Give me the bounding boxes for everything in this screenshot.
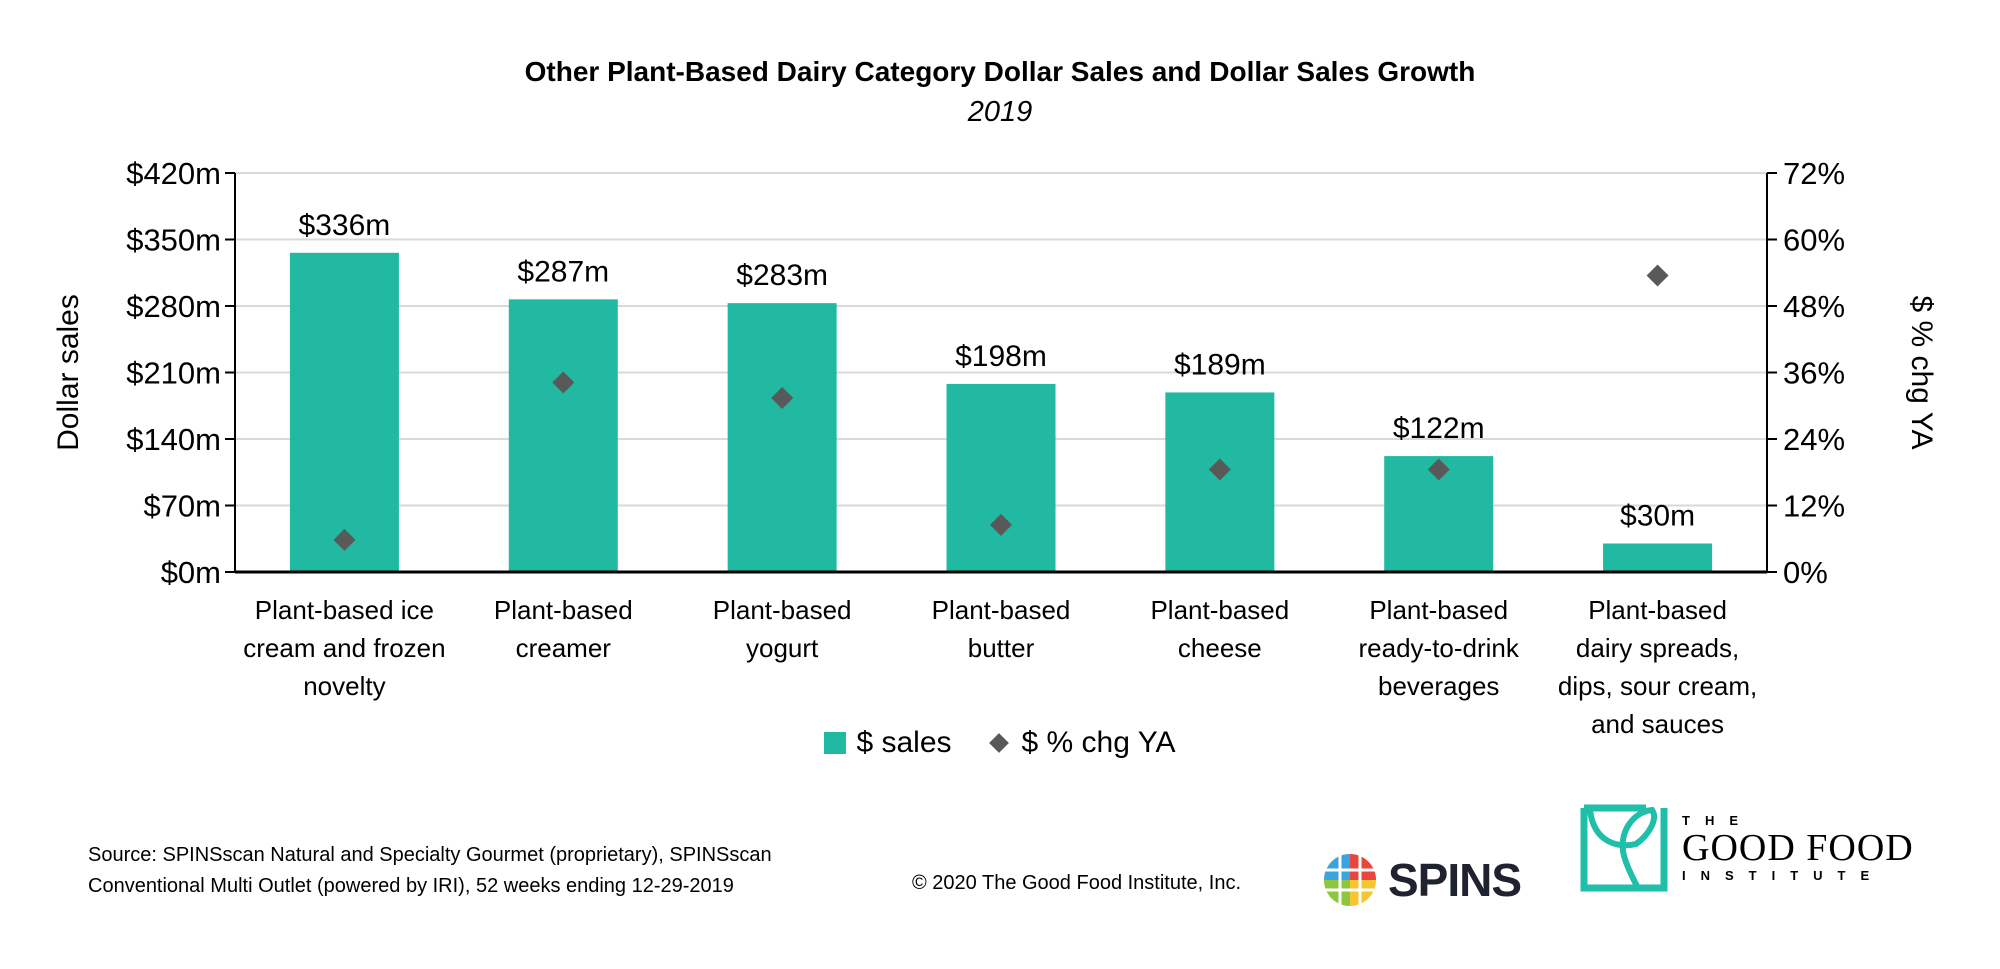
bar-data-label: $287m [517,255,609,288]
legend-item-sales: $ sales [824,726,952,760]
x-tick-label: Plant-based [1588,595,1727,625]
growth-point [1427,458,1450,481]
y-tick-label: $210m [126,356,221,391]
bar [727,303,837,572]
gfi-institute: INSTITUTE [1682,868,1885,883]
x-tick-label: dairy spreads, [1576,633,1739,663]
legend-swatch-bar [824,732,847,754]
chart-title: Other Plant-Based Dairy Category Dollar … [524,56,1476,87]
y2-tick-label: 0% [1783,555,1828,590]
chart-subtitle: 2019 [967,96,1033,128]
x-tick-label: Plant-based [1369,595,1508,625]
bar [946,383,1056,572]
legend-label: $ sales [856,726,952,759]
x-tick-label: Plant-based [932,595,1071,625]
y2-tick-label: 48% [1783,289,1845,324]
y-tick-label: $140m [126,422,221,457]
x-tick-label: novelty [303,671,385,701]
x-tick-label: cheese [1178,633,1262,663]
y2-tick-label: 72% [1783,156,1845,191]
y-tick-label: $280m [126,289,221,324]
x-tick-label: dips, sour cream, [1558,671,1757,701]
bar-data-label: $283m [736,259,828,292]
copyright: © 2020 The Good Food Institute, Inc. [912,872,1242,894]
bar-data-label: $30m [1620,500,1695,533]
spins-wordmark: SPINS [1388,854,1522,906]
legend: $ sales $ % chg YA [0,726,2000,760]
legend-diamond-icon [988,733,1009,753]
x-tick-label: ready-to-drink [1359,633,1520,663]
spins-logo: SPINS [1320,850,1522,910]
y-tick-label: $420m [126,156,221,191]
y-tick-label: $0m [161,555,221,590]
x-tick-label: and sauces [1591,709,1724,739]
y2-axis-label: $ % chg YA [1905,296,1938,450]
x-tick-label: Plant-based [1150,595,1289,625]
source-line: Source: SPINSscan Natural and Specialty … [88,844,772,866]
legend-label: $ % chg YA [1021,726,1176,759]
y-axis-label: Dollar sales [52,294,85,451]
bar [1165,392,1275,572]
x-tick-label: creamer [516,633,612,663]
x-tick-label: Plant-based ice [255,595,434,625]
legend-item-growth: $ % chg YA [988,726,1176,760]
y2-tick-label: 60% [1783,223,1845,258]
bar [289,252,399,573]
bar [508,299,618,572]
growth-point [1208,458,1231,481]
bar-data-label: $189m [1174,348,1266,381]
growth-point [552,371,575,394]
y2-tick-label: 36% [1783,356,1845,391]
growth-point [333,528,356,551]
x-tick-label: Plant-based [713,595,852,625]
source-line: Conventional Multi Outlet (powered by IR… [88,875,734,897]
y2-tick-label: 12% [1783,489,1845,524]
x-tick-label: cream and frozen [243,633,445,663]
growth-point [1646,264,1669,287]
gfi-the: THE [1682,813,1753,828]
x-tick-label: butter [968,633,1035,663]
gfi-good-food: GOOD FOOD [1682,827,1914,869]
bar-data-label: $336m [299,209,391,242]
bar [1603,543,1713,572]
spins-globe-icon [1320,850,1380,910]
x-tick-label: yogurt [746,633,819,663]
gfi-leaf-icon [1580,804,1668,892]
growth-point [990,513,1012,536]
growth-point [771,386,794,409]
bar-data-label: $122m [1393,412,1485,445]
x-tick-label: Plant-based [494,595,633,625]
bar-data-label: $198m [955,340,1047,373]
source-note: Source: SPINSscan Natural and Specialty … [88,840,772,902]
y2-tick-label: 24% [1783,422,1845,457]
y-tick-label: $350m [126,223,221,258]
y-tick-label: $70m [143,489,221,524]
x-tick-label: beverages [1378,671,1499,701]
gfi-logo: THE GOOD FOOD INSTITUTE [1580,804,1914,892]
